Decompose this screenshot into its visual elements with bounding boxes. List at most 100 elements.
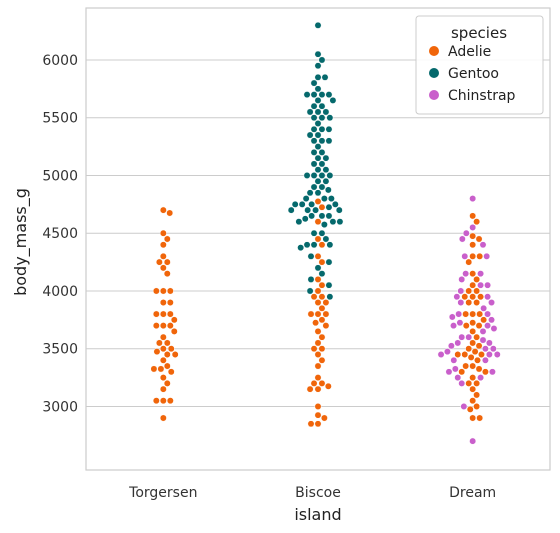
point-adelie [314, 287, 322, 295]
point-gentoo [314, 50, 322, 58]
point-adelie [322, 322, 330, 330]
point-adelie [473, 333, 481, 341]
point-adelie [474, 356, 481, 364]
point-adelie [314, 235, 322, 243]
y-tick-4500: 4500 [42, 226, 78, 242]
point-chinstrap [484, 322, 492, 330]
point-adelie [469, 385, 477, 393]
point-adelie [318, 203, 326, 211]
point-gentoo [314, 120, 322, 127]
point-gentoo [326, 293, 334, 301]
point-adelie [152, 310, 160, 318]
point-gentoo [325, 281, 333, 289]
point-adelie [159, 374, 167, 382]
legend-marker-adelie [429, 46, 439, 56]
point-gentoo [314, 21, 322, 29]
point-gentoo [314, 177, 322, 185]
point-adelie [166, 287, 174, 295]
point-adelie [318, 379, 326, 387]
point-chinstrap [477, 281, 485, 289]
point-gentoo [326, 114, 334, 122]
point-adelie [314, 252, 322, 260]
point-chinstrap [458, 235, 466, 243]
point-adelie [469, 270, 477, 278]
point-adelie [314, 420, 322, 428]
point-adelie [152, 397, 160, 405]
point-adelie [477, 293, 485, 301]
point-adelie [314, 310, 322, 318]
point-gentoo [318, 172, 326, 179]
point-adelie [465, 287, 473, 295]
point-chinstrap [448, 313, 456, 321]
legend-items: Adelie Gentoo Chinstrap [429, 44, 516, 104]
point-chinstrap [454, 339, 462, 347]
point-adelie [469, 212, 477, 220]
point-adelie [473, 275, 481, 283]
point-adelie [167, 345, 175, 353]
point-gentoo [318, 56, 326, 64]
point-adelie [465, 379, 473, 387]
point-adelie [476, 252, 484, 260]
point-adelie [163, 270, 171, 278]
point-adelie [465, 299, 473, 306]
point-gentoo [310, 125, 318, 133]
point-gentoo [304, 206, 312, 214]
point-adelie [458, 368, 466, 376]
point-adelie [314, 403, 322, 410]
y-axis-label: body_mass_g [11, 188, 31, 296]
point-gentoo [329, 218, 337, 226]
point-adelie [322, 299, 330, 306]
legend-label-gentoo: Gentoo [448, 66, 499, 82]
point-adelie [318, 304, 326, 312]
point-chinstrap [455, 310, 463, 318]
point-gentoo [318, 91, 326, 99]
point-adelie [473, 218, 481, 226]
point-adelie [159, 356, 167, 364]
point-adelie [475, 365, 483, 373]
point-adelie [314, 411, 322, 419]
point-adelie [155, 258, 163, 266]
point-adelie [314, 339, 322, 347]
point-chinstrap [479, 327, 487, 335]
point-gentoo [318, 229, 326, 237]
point-adelie [318, 281, 326, 289]
point-gentoo [314, 154, 322, 162]
point-chinstrap [477, 374, 485, 382]
point-adelie [475, 322, 483, 330]
legend-label-chinstrap: Chinstrap [448, 88, 516, 104]
point-adelie [314, 362, 322, 370]
point-adelie [314, 218, 322, 226]
point-gentoo [336, 218, 344, 226]
point-gentoo [325, 203, 333, 211]
point-gentoo [320, 195, 328, 203]
point-gentoo [314, 108, 322, 116]
point-chinstrap [450, 322, 457, 330]
point-adelie [466, 405, 474, 413]
y-tick-4000: 4000 [42, 284, 78, 300]
point-adelie [307, 310, 315, 318]
point-gentoo [320, 221, 328, 229]
point-adelie [159, 229, 167, 237]
point-adelie [171, 351, 179, 358]
point-gentoo [325, 91, 333, 99]
point-chinstrap [481, 345, 489, 353]
point-gentoo [307, 252, 315, 260]
point-adelie [473, 403, 481, 410]
x-tick-labels: Torgersen Biscoe Dream [128, 485, 496, 501]
point-adelie [166, 322, 174, 330]
point-chinstrap [462, 270, 470, 278]
point-gentoo [318, 148, 326, 156]
point-gentoo [322, 177, 330, 185]
point-gentoo [318, 102, 326, 110]
point-adelie [469, 293, 477, 301]
point-gentoo [322, 108, 330, 116]
point-gentoo [329, 96, 337, 104]
x-tick-torgersen: Torgersen [128, 485, 197, 501]
point-adelie [469, 241, 477, 249]
legend: species Adelie Gentoo Chinstrap [415, 15, 544, 115]
point-adelie [324, 382, 332, 390]
point-gentoo [310, 183, 318, 191]
point-gentoo [314, 73, 322, 81]
point-chinstrap [458, 379, 466, 387]
y-tick-labels: 3000 3500 4000 4500 5000 5500 6000 [42, 53, 78, 416]
